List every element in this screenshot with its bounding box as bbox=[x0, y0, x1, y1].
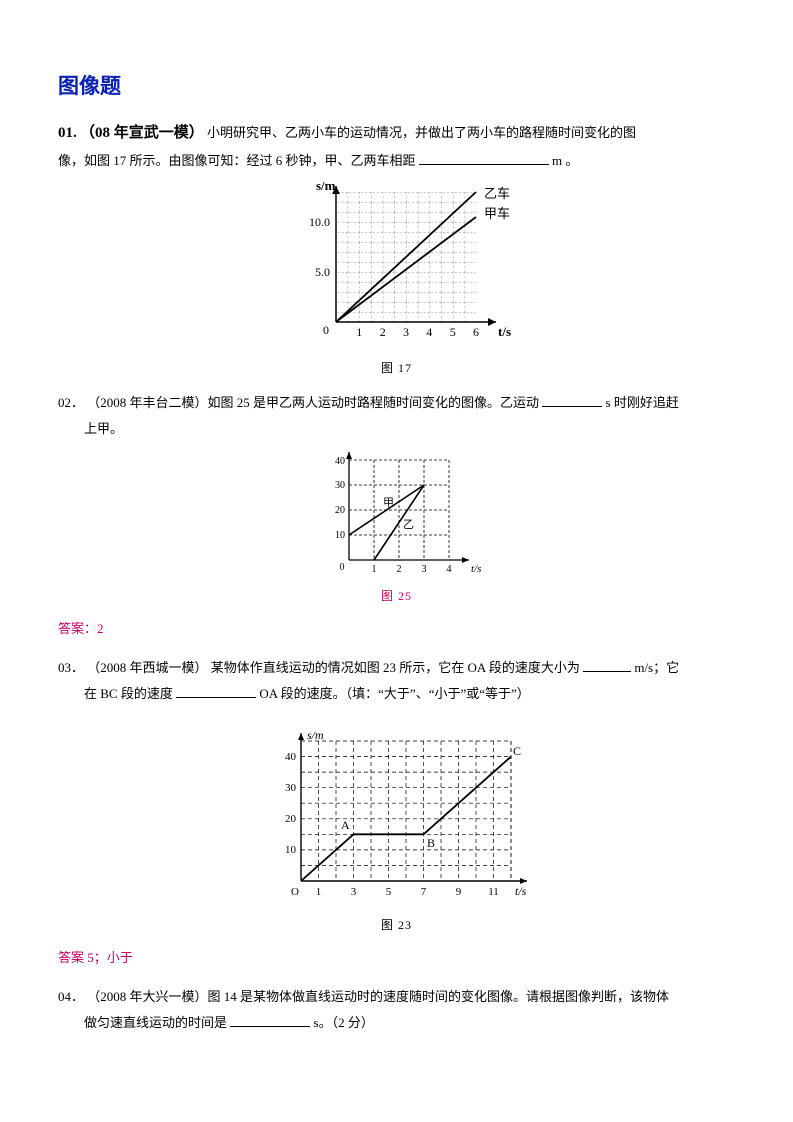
q2-answer-label: 答案： bbox=[58, 621, 97, 636]
svg-text:20: 20 bbox=[285, 813, 297, 825]
question-04: 04． （2008 年大兴一模）图 14 是某物体做直线运动时的速度随时间的变化… bbox=[58, 984, 735, 1036]
q3-unit-a: m/s；它 bbox=[634, 660, 679, 675]
svg-text:6: 6 bbox=[473, 325, 479, 339]
chart-q1: 0 1 2 3 4 5 6 5.0 10.0 乙车 bbox=[282, 182, 512, 352]
q3-answer-value: 5；小于 bbox=[84, 950, 133, 965]
svg-text:0: 0 bbox=[339, 562, 344, 573]
figure-23: 1 3 5 7 9 11 O 10 20 30 40 bbox=[58, 729, 735, 933]
svg-text:C: C bbox=[513, 744, 521, 758]
chart-q2: 0 1 2 3 4 10 20 30 40 甲 乙 bbox=[307, 450, 487, 580]
svg-text:0: 0 bbox=[323, 323, 329, 337]
q2-text-a: （2008 年丰台二模）如图 25 是甲乙两人运动时路程随时间变化的图像。乙运动 bbox=[87, 395, 539, 410]
svg-text:1: 1 bbox=[356, 325, 362, 339]
q1-series-jia: 甲车 bbox=[484, 206, 510, 221]
section-title: 图像题 bbox=[58, 70, 735, 100]
q2-answer-value: 2 bbox=[97, 621, 104, 636]
svg-text:3: 3 bbox=[403, 325, 409, 339]
worksheet-page: 图像题 01. （08 年宣武一模） 小明研究甲、乙两小车的运动情况，并做出了两… bbox=[0, 0, 793, 1122]
q2-number: 02． bbox=[58, 395, 84, 410]
q2-series-jia: 甲 bbox=[383, 497, 394, 509]
figure-17: 0 1 2 3 4 5 6 5.0 10.0 乙车 bbox=[58, 182, 735, 376]
q2-ylabel: s/m bbox=[347, 450, 362, 453]
figure-17-caption: 图 17 bbox=[58, 359, 735, 376]
svg-text:B: B bbox=[427, 836, 435, 850]
q2-blank[interactable] bbox=[542, 393, 602, 407]
svg-text:4: 4 bbox=[446, 564, 451, 575]
svg-text:10: 10 bbox=[335, 530, 345, 541]
q3-text-c: OA 段的速度。（填：“大于”、“小于”或“等于”） bbox=[259, 686, 529, 701]
svg-text:3: 3 bbox=[421, 564, 426, 575]
q3-ylabel: s/m bbox=[307, 729, 324, 742]
svg-text:40: 40 bbox=[335, 456, 345, 467]
answer-02: 答案：2 bbox=[58, 618, 735, 637]
svg-text:9: 9 bbox=[455, 886, 461, 898]
svg-text:2: 2 bbox=[396, 564, 401, 575]
chart-q3: 1 3 5 7 9 11 O 10 20 30 40 bbox=[257, 729, 537, 909]
q3-answer-label: 答案 bbox=[58, 950, 84, 965]
q2-xlabel: t/s bbox=[471, 563, 481, 575]
svg-text:1: 1 bbox=[315, 886, 321, 898]
svg-text:5.0: 5.0 bbox=[315, 265, 330, 279]
svg-text:5: 5 bbox=[385, 886, 391, 898]
q4-blank[interactable] bbox=[230, 1013, 310, 1027]
q3-blank-2[interactable] bbox=[176, 684, 256, 698]
question-01: 01. （08 年宣武一模） 小明研究甲、乙两小车的运动情况，并做出了两小车的路… bbox=[58, 118, 735, 174]
svg-text:10: 10 bbox=[285, 844, 297, 856]
q3-xlabel: t/s bbox=[515, 884, 527, 898]
figure-25: 0 1 2 3 4 10 20 30 40 甲 乙 bbox=[58, 450, 735, 604]
svg-text:5: 5 bbox=[449, 325, 455, 339]
q1-text-a: 小明研究甲、乙两小车的运动情况，并做出了两小车的路程随时间变化的图 bbox=[207, 125, 636, 140]
q4-text-c: s。（2 分） bbox=[314, 1015, 374, 1030]
svg-text:11: 11 bbox=[488, 886, 499, 898]
question-03: 03． （2008 年西城一模） 某物体作直线运动的情况如图 23 所示，它在 … bbox=[58, 655, 735, 707]
svg-text:20: 20 bbox=[335, 505, 345, 516]
q1-series-yi: 乙车 bbox=[484, 186, 510, 201]
q2-text-c: 上甲。 bbox=[58, 421, 123, 436]
q1-number: 01. bbox=[58, 125, 77, 141]
question-02: 02． （2008 年丰台二模）如图 25 是甲乙两人运动时路程随时间变化的图像… bbox=[58, 390, 735, 442]
q1-lead: （08 年宣武一模） bbox=[80, 125, 204, 141]
svg-text:30: 30 bbox=[335, 480, 345, 491]
figure-23-caption: 图 23 bbox=[58, 916, 735, 933]
q1-blank[interactable] bbox=[419, 151, 549, 165]
answer-03: 答案 5；小于 bbox=[58, 947, 735, 966]
q1-text-b: 像，如图 17 所示。由图像可知：经过 6 秒钟，甲、乙两车相距 bbox=[58, 153, 416, 168]
svg-text:10.0: 10.0 bbox=[309, 215, 330, 229]
q2-series-yi: 乙 bbox=[403, 518, 414, 531]
svg-text:A: A bbox=[341, 818, 350, 832]
q1-xlabel: t/s bbox=[498, 324, 511, 339]
q3-text-a: （2008 年西城一模） 某物体作直线运动的情况如图 23 所示，它在 OA 段… bbox=[87, 660, 580, 675]
q1-unit: m 。 bbox=[552, 153, 578, 168]
q1-ylabel: s/m bbox=[316, 182, 336, 193]
q2-text-b: s 时刚好追赶 bbox=[606, 395, 679, 410]
svg-text:30: 30 bbox=[285, 782, 297, 794]
q3-number: 03． bbox=[58, 660, 84, 675]
q4-text-b: 做匀速直线运动的时间是 bbox=[58, 1015, 227, 1030]
svg-text:O: O bbox=[291, 886, 299, 898]
q3-blank-1[interactable] bbox=[583, 658, 631, 672]
svg-text:7: 7 bbox=[420, 886, 426, 898]
q3-text-b: 在 BC 段的速度 bbox=[58, 686, 173, 701]
svg-text:2: 2 bbox=[379, 325, 385, 339]
svg-text:4: 4 bbox=[426, 325, 432, 339]
figure-25-caption: 图 25 bbox=[58, 587, 735, 604]
svg-text:3: 3 bbox=[350, 886, 356, 898]
q4-number: 04． bbox=[58, 989, 84, 1004]
svg-text:40: 40 bbox=[285, 751, 297, 763]
q4-text-a: （2008 年大兴一模）图 14 是某物体做直线运动时的速度随时间的变化图像。请… bbox=[87, 989, 669, 1004]
svg-text:1: 1 bbox=[371, 564, 376, 575]
